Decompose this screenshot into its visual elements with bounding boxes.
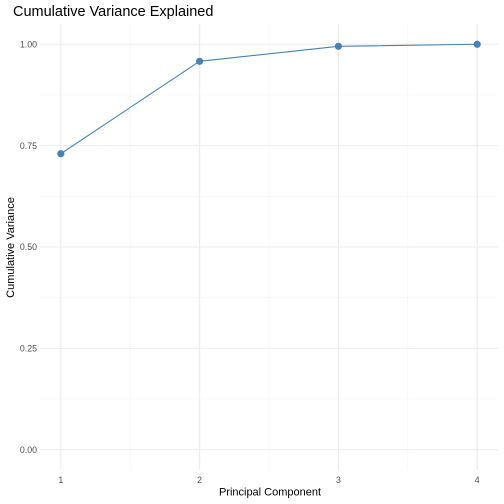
x-tick-labels: 1 2 3 4 xyxy=(58,475,479,485)
y-tick-label: 0.75 xyxy=(20,141,37,151)
y-tick-label: 1.00 xyxy=(20,39,37,49)
grid xyxy=(40,24,498,470)
x-tick-label: 4 xyxy=(475,475,480,485)
x-tick-label: 2 xyxy=(197,475,202,485)
series-group xyxy=(57,40,481,158)
chart-title: Cumulative Variance Explained xyxy=(13,4,213,20)
x-tick-label: 3 xyxy=(336,475,341,485)
x-axis-label: Principal Component xyxy=(219,487,321,499)
data-point xyxy=(334,42,342,50)
y-tick-labels: 0.00 0.25 0.50 0.75 1.00 xyxy=(20,39,37,454)
y-tick-label: 0.25 xyxy=(20,344,37,354)
y-tick-label: 0.50 xyxy=(20,242,37,252)
data-point xyxy=(473,40,481,48)
y-tick-label: 0.00 xyxy=(20,445,37,455)
series-line xyxy=(60,43,478,155)
y-axis-label: Cumulative Variance xyxy=(5,197,17,298)
x-tick-label: 1 xyxy=(58,475,63,485)
data-point xyxy=(196,57,204,65)
data-point xyxy=(57,150,65,158)
